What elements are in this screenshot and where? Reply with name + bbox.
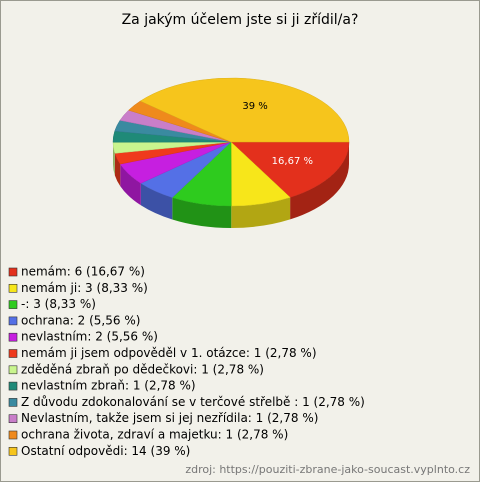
legend-label: nemám ji jsem odpověděl v 1. otázce: 1 (…	[21, 346, 317, 360]
legend-swatch	[9, 366, 17, 374]
legend-swatch	[9, 268, 17, 276]
legend-label: ochrana života, zdraví a majetku: 1 (2,7…	[21, 428, 288, 442]
legend-label: zděděná zbraň po dědečkovi: 1 (2,78 %)	[21, 362, 264, 376]
legend-swatch	[9, 415, 17, 423]
source: zdroj: https://pouziti-zbrane-jako-souca…	[185, 463, 470, 476]
legend-label: Ostatní odpovědi: 14 (39 %)	[21, 444, 190, 458]
legend-label: Nevlastním, takže jsem si jej nezřídila:…	[21, 411, 318, 425]
legend-label: nevlastním: 2 (5,56 %)	[21, 330, 158, 344]
legend-swatch	[9, 431, 17, 439]
legend-swatch	[9, 333, 17, 341]
legend-swatch	[9, 284, 17, 292]
legend-label: ochrana: 2 (5,56 %)	[21, 313, 140, 327]
legend-label: -: 3 (8,33 %)	[21, 297, 96, 311]
legend-swatch	[9, 317, 17, 325]
legend-swatch	[9, 447, 17, 455]
legend-swatch	[9, 350, 17, 358]
legend-label: nemám: 6 (16,67 %)	[21, 265, 145, 279]
legend-swatch	[9, 382, 17, 390]
chart-title: Za jakým účelem jste si ji zřídil/a?	[122, 12, 359, 28]
legend-label: nevlastním zbraň: 1 (2,78 %)	[21, 379, 196, 393]
legend-label: Z důvodu zdokonalování se v terčové stře…	[21, 395, 365, 409]
value-label: 39 %	[242, 101, 267, 112]
legend-label: nemám ji: 3 (8,33 %)	[21, 281, 148, 295]
value-label: 16,67 %	[272, 156, 313, 167]
legend-swatch	[9, 301, 17, 309]
legend-swatch	[9, 398, 17, 406]
